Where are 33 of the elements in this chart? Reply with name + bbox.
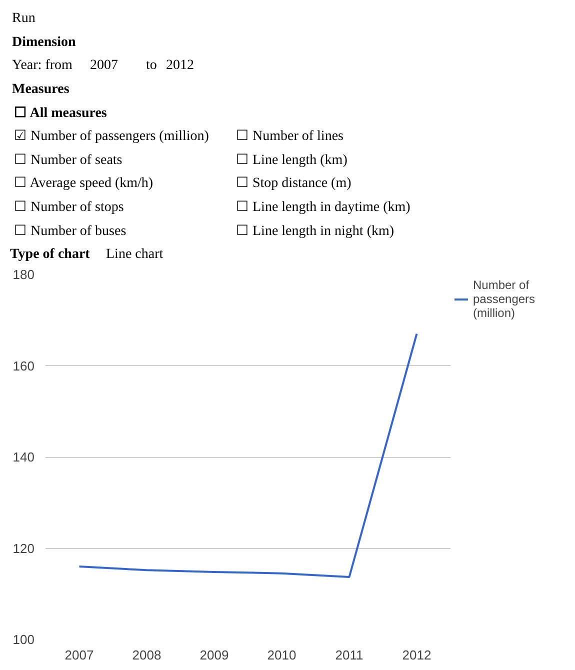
text: Year: from	[12, 57, 72, 75]
text: ☐ Line length in daytime (km)	[236, 199, 410, 217]
text: 2012	[166, 57, 194, 75]
y-tick-label: 120	[12, 540, 35, 556]
text: Dimension	[12, 34, 76, 52]
x-tick-label: 2011	[335, 648, 364, 662]
text: ☐ Number of lines	[236, 128, 344, 146]
x-tick-label: 2009	[200, 648, 229, 662]
text: Type of chart	[10, 246, 90, 264]
text: Line chart	[106, 246, 164, 264]
text: ☐ Line length in night (km)	[236, 223, 394, 241]
x-tick-label: 2007	[64, 648, 94, 662]
y-tick-label: 180	[12, 267, 35, 282]
text: ☐ All measures	[14, 105, 107, 123]
text: Run	[12, 10, 36, 28]
text: Measures	[12, 81, 70, 99]
text: ☐ Stop distance (m)	[236, 175, 352, 193]
text: ☐ Line length (km)	[236, 152, 348, 170]
text: to	[146, 57, 157, 75]
y-tick-label: 140	[12, 450, 35, 464]
x-tick-label: 2012	[402, 648, 432, 662]
line-series	[78, 332, 418, 578]
text: ☐ Number of buses	[14, 223, 126, 241]
text: ☑ Number of passengers (million)	[14, 128, 209, 146]
x-tick-label: 2010	[267, 648, 296, 662]
text: ☐ Number of seats	[14, 152, 122, 170]
x-tick-label: 2008	[132, 648, 162, 662]
text: 2007	[90, 57, 118, 75]
y-tick-label: 160	[12, 358, 35, 374]
y-tick-label: 100	[12, 632, 35, 647]
legend-label: Number of passengers (million)	[473, 278, 536, 320]
text: ☐ Number of stops	[14, 199, 124, 217]
text: ☐ Average speed (km/h)	[14, 175, 154, 193]
